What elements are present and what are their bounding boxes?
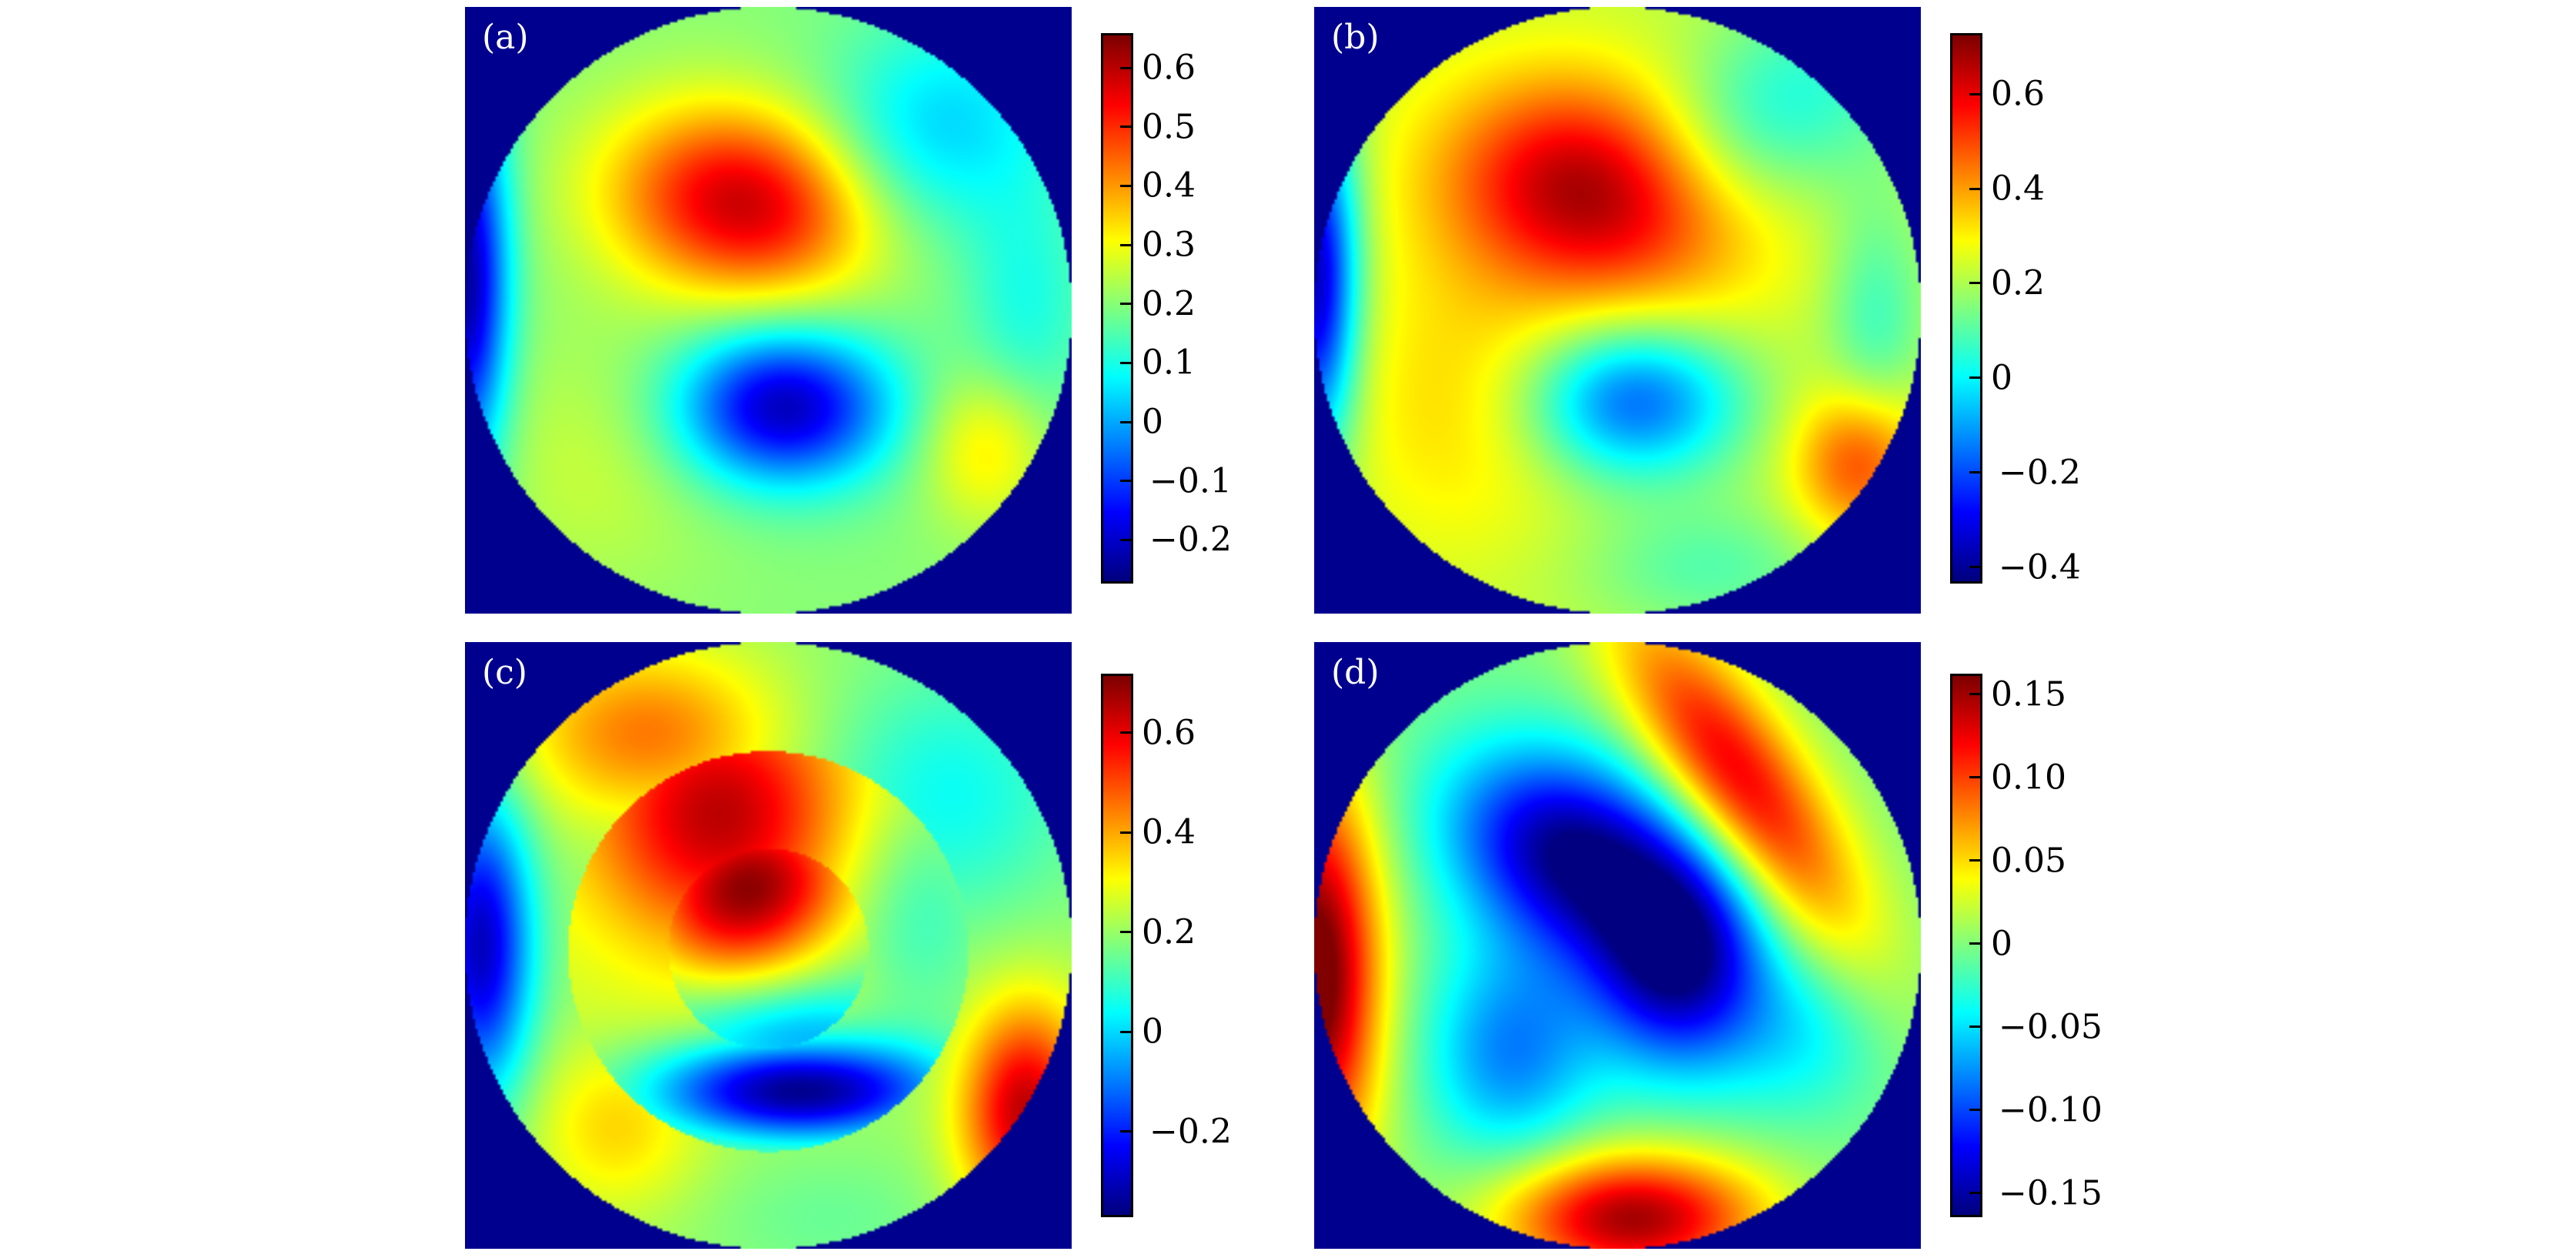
colorbar-d-tick: [1969, 1192, 1980, 1195]
colorbar-a-tick: [1120, 420, 1131, 423]
panel-label-a: (a): [482, 18, 529, 57]
colorbar-b-tick-label: 0.6: [1991, 74, 2045, 114]
colorbar-d-tick: [1969, 776, 1980, 779]
colorbar-a-tick: [1120, 303, 1131, 306]
colorbar-c: 0.6 0.4 0.2 0 −0.2: [1101, 674, 1232, 1217]
panel-label-b: (b): [1331, 18, 1380, 57]
colorbar-d-tick: [1969, 859, 1980, 862]
colorbar-a-tick: [1120, 538, 1131, 541]
colorbar-c-tick-label: −0.2: [1149, 1112, 1232, 1152]
colorbar-d-tick-label: 0.10: [1991, 758, 2066, 798]
colorbar-b-tick-label: 0.2: [1991, 263, 2045, 303]
colorbar-b-tick: [1969, 566, 1980, 569]
colorbar-d-tick: [1969, 1025, 1980, 1029]
heatmap-image-c: [465, 642, 1072, 1249]
colorbar-a-tick-label: 0.3: [1142, 225, 1196, 265]
colorbar-a-tick-label: 0.1: [1142, 343, 1196, 383]
heatmap-panel-c: (c): [465, 642, 1072, 1249]
colorbar-b-tick-label: −0.4: [1999, 547, 2081, 587]
colorbar-d-tick-label: 0: [1991, 924, 2012, 964]
colorbar-a-tick: [1120, 66, 1131, 69]
heatmap-panel-a: (a): [465, 7, 1072, 614]
colorbar-a-tick-label: 0.2: [1142, 284, 1196, 324]
colorbar-c-tick: [1120, 1030, 1131, 1033]
colorbar-c-tick-label: 0: [1142, 1012, 1163, 1052]
colorbar-gradient-a: [1103, 35, 1131, 581]
colorbar-a-tick-label: 0.4: [1142, 166, 1196, 206]
colorbar-b-tick: [1969, 282, 1980, 285]
colorbar-c-tick: [1120, 831, 1131, 834]
colorbar-a: 0.6 0.5 0.4 0.3 0.2 0.1 0 −0.1 −0.2: [1101, 33, 1232, 584]
colorbar-a-tick-label: −0.1: [1149, 461, 1232, 501]
colorbar-b-tick: [1969, 92, 1980, 95]
colorbar-b-tick: [1969, 376, 1980, 380]
colorbar-a-tick: [1120, 243, 1131, 246]
colorbar-gradient-d: [1952, 676, 1980, 1215]
colorbar-c-tick-label: 0.6: [1142, 713, 1196, 753]
colorbar-b-tick-label: 0: [1991, 358, 2012, 398]
heatmap-image-b: [1314, 7, 1921, 614]
colorbar-a-tick-label: −0.2: [1149, 520, 1232, 560]
heatmap-image-d: [1314, 642, 1921, 1249]
colorbar-d-tick-label: −0.05: [1999, 1007, 2103, 1047]
heatmap-panel-b: (b): [1314, 7, 1921, 614]
colorbar-b-tick-label: −0.2: [1999, 453, 2081, 493]
colorbar-c-tick-label: 0.4: [1142, 812, 1196, 852]
heatmap-panel-d: (d): [1314, 642, 1921, 1249]
colorbar-d-tick-label: −0.10: [1999, 1090, 2103, 1130]
colorbar-d-tick-label: 0.05: [1991, 841, 2066, 881]
colorbar-d-tick: [1969, 693, 1980, 696]
colorbar-a-tick-label: 0.6: [1142, 48, 1196, 88]
colorbar-gradient-b: [1952, 35, 1980, 581]
heatmap-image-a: [465, 7, 1072, 614]
colorbar-c-tick: [1120, 1130, 1131, 1133]
colorbar-a-tick-label: 0: [1142, 402, 1163, 442]
colorbar-a-tick: [1120, 480, 1131, 483]
colorbar-c-tick-label: 0.2: [1142, 912, 1196, 952]
colorbar-b-tick: [1969, 187, 1980, 190]
colorbar-d-tick-label: −0.15: [1999, 1173, 2103, 1213]
colorbar-a-tick: [1120, 361, 1131, 364]
colorbar-c-tick: [1120, 731, 1131, 734]
colorbar-a-tick-label: 0.5: [1142, 107, 1196, 147]
colorbar-b-tick: [1969, 471, 1980, 474]
colorbar-gradient-c: [1103, 676, 1131, 1215]
colorbar-a-tick: [1120, 184, 1131, 187]
panel-label-d: (d): [1331, 653, 1380, 692]
colorbar-b: 0.6 0.4 0.2 0 −0.2 −0.4: [1950, 33, 2081, 587]
colorbar-d: 0.15 0.10 0.05 0 −0.05 −0.10 −0.15: [1950, 674, 2103, 1217]
colorbar-d-tick: [1969, 1109, 1980, 1112]
colorbar-d-tick: [1969, 942, 1980, 945]
colorbar-c-tick: [1120, 931, 1131, 934]
colorbar-b-tick-label: 0.4: [1991, 169, 2045, 209]
colorbar-a-tick: [1120, 125, 1131, 129]
panel-label-c: (c): [482, 653, 527, 692]
colorbar-d-tick-label: 0.15: [1991, 674, 2066, 714]
